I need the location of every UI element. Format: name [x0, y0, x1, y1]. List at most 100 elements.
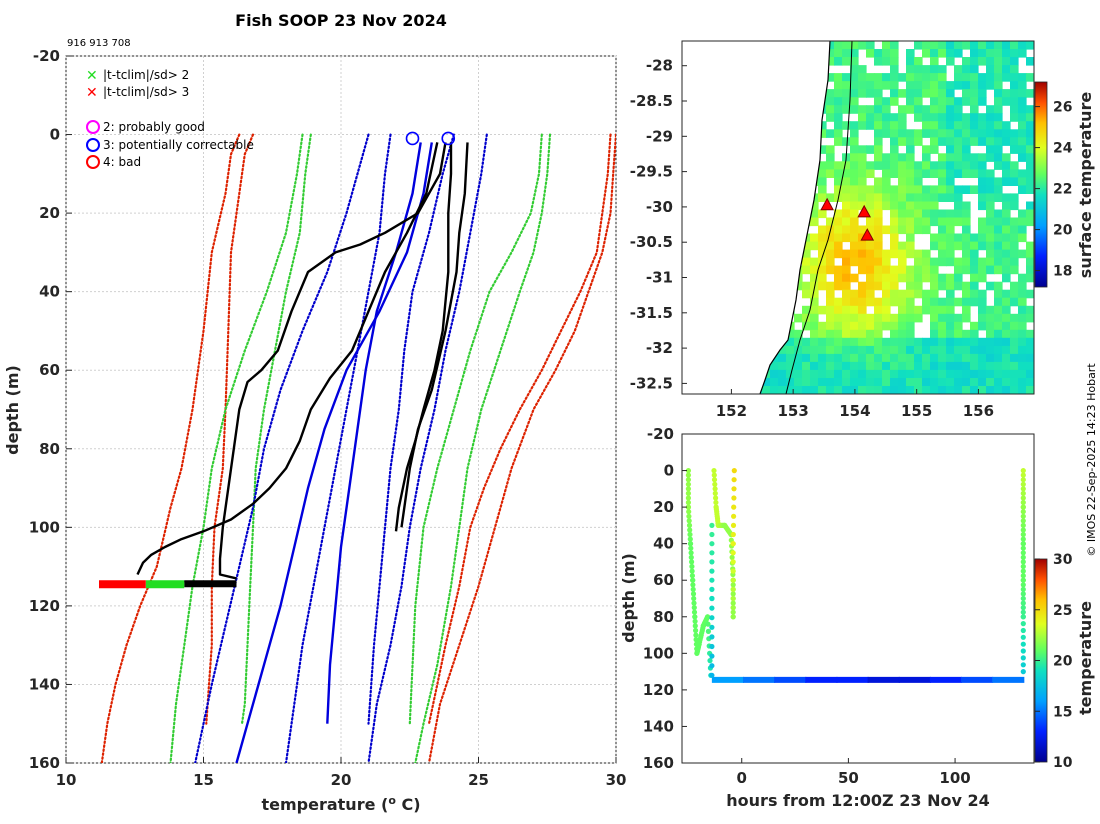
map-cell — [850, 81, 859, 90]
map-cell — [938, 305, 947, 315]
map-cell — [1002, 297, 1011, 307]
map-cell — [962, 297, 971, 307]
map-cell — [1018, 313, 1027, 323]
map-cell — [842, 386, 851, 394]
map-cell — [994, 313, 1003, 323]
track-point-drop-4 — [1020, 634, 1026, 640]
legend-label-flag2: 2: probably good — [103, 120, 205, 134]
map-cell — [874, 378, 883, 387]
map-cell — [1018, 297, 1027, 307]
map-xtick-label-1: 153 — [778, 402, 809, 420]
map-cell — [898, 89, 907, 98]
shelf-contour — [785, 41, 853, 394]
map-cell — [818, 273, 827, 283]
map-cb-tick-label-0: 26 — [1053, 100, 1072, 116]
map-cell — [874, 153, 883, 162]
map-colorbar-label: surface temperature — [1076, 92, 1095, 279]
map-cell — [770, 386, 779, 394]
track-point-drop-1 — [685, 486, 692, 492]
map-cell — [866, 73, 875, 82]
track-point-drop-3 — [730, 559, 736, 565]
map-cell — [938, 353, 947, 363]
legend-circle-blue-icon — [86, 138, 100, 152]
map-cell — [1002, 65, 1011, 74]
map-cell — [922, 185, 931, 194]
map-cell — [914, 225, 923, 235]
map-cell — [978, 153, 987, 162]
map-cell — [1018, 273, 1027, 283]
map-cell — [1026, 153, 1034, 162]
map-cell — [962, 169, 971, 178]
map-cell — [834, 49, 843, 58]
map-cell — [826, 265, 835, 275]
map-cell — [818, 241, 827, 251]
map-cell — [978, 353, 987, 363]
map-cell — [850, 169, 859, 178]
map-cell — [842, 249, 851, 259]
map-cell — [1010, 73, 1019, 82]
map-cell — [1018, 353, 1027, 363]
map-cell — [1002, 241, 1011, 251]
map-cell — [1002, 153, 1011, 162]
track-point-drop-1 — [689, 563, 695, 570]
map-cell — [866, 49, 875, 58]
map-cell — [978, 289, 987, 299]
track-point-drop-1 — [685, 481, 692, 487]
map-xtick-label-2: 154 — [839, 402, 870, 420]
map-cell — [834, 177, 843, 186]
track-point-drop-1 — [691, 609, 698, 615]
map-cell — [962, 233, 971, 243]
bottom-ytick-label-4: 60 — [653, 571, 674, 589]
track-point-drop-1 — [691, 605, 697, 611]
map-cell — [898, 121, 907, 130]
map-cell — [850, 57, 859, 66]
map-cell — [850, 65, 859, 74]
map-cell — [842, 289, 851, 299]
legend-entry-sd2: ✕ |t-tclim|/sd> 2 — [86, 68, 189, 84]
series-obs-blue-1 — [326, 142, 422, 724]
map-cell — [946, 289, 955, 299]
map-cell — [954, 378, 963, 387]
map-cell — [946, 305, 955, 315]
map-cell — [962, 361, 971, 371]
map-ytick-label-7: -31.5 — [630, 304, 673, 322]
map-cell — [866, 361, 875, 371]
track-point-drop-2 — [709, 559, 715, 565]
series-clim-blue-right-2 — [367, 133, 488, 763]
track-point-drop-1 — [692, 614, 698, 620]
track-point-drop-1 — [688, 554, 694, 561]
map-cell — [954, 297, 963, 307]
map-cell — [978, 193, 987, 202]
map-cell — [1002, 329, 1011, 339]
map-cell — [930, 361, 939, 371]
map-cell — [938, 113, 947, 122]
map-cell — [858, 337, 867, 347]
map-cell — [1002, 345, 1011, 355]
map-cell — [834, 217, 843, 227]
map-cell — [834, 73, 843, 82]
map-cell — [850, 129, 859, 138]
track-point-drop-3 — [729, 554, 735, 561]
map-cell — [930, 129, 939, 138]
map-cell — [978, 273, 987, 283]
map-cell — [1026, 257, 1034, 267]
map-cell — [898, 105, 907, 114]
map-cell — [978, 217, 987, 227]
map-cell — [994, 65, 1003, 74]
map-cell — [922, 169, 931, 178]
map-cell — [834, 129, 843, 138]
map-xtick-label-4: 156 — [963, 402, 994, 420]
track-point-drop-1 — [692, 623, 698, 629]
map-cell — [978, 177, 987, 186]
map-cell — [930, 321, 939, 331]
map-cell — [994, 209, 1003, 219]
credit-text: © IMOS 22-Sep-2025 14:23 Hobart — [1085, 363, 1098, 557]
map-cell — [794, 329, 803, 339]
map-cell — [1018, 386, 1027, 394]
map-cell — [946, 161, 955, 170]
map-cell — [994, 97, 1003, 106]
map-cell — [954, 265, 963, 275]
map-ytick-label-5: -30.5 — [630, 233, 673, 251]
map-cell — [1018, 145, 1027, 154]
map-cell — [994, 49, 1003, 58]
